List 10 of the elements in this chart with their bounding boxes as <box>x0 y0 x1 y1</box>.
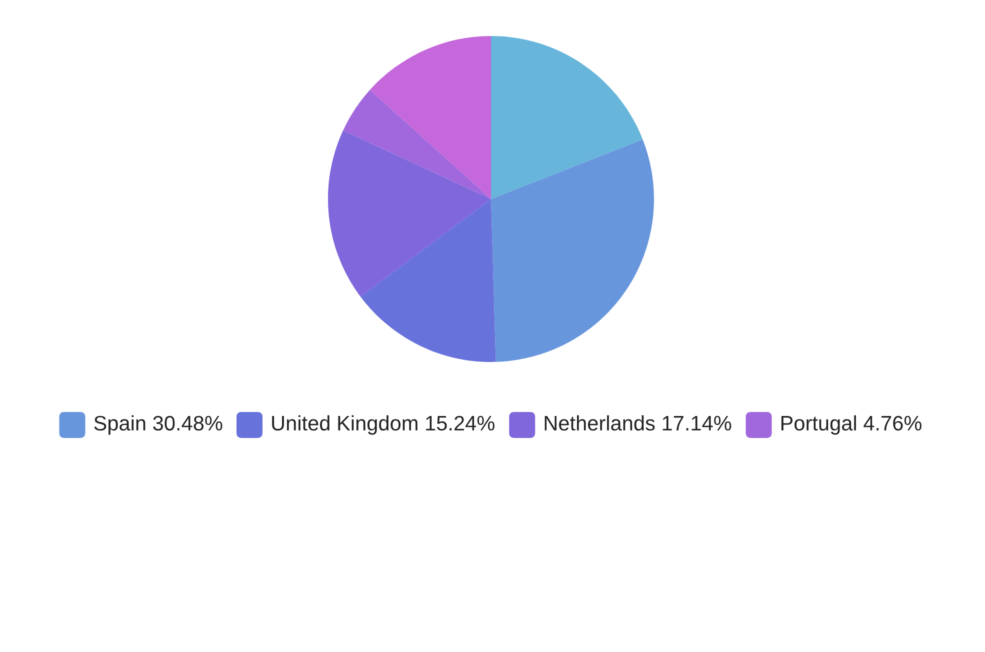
pie-slice <box>491 139 654 362</box>
legend-label: Portugal 4.76% <box>781 415 922 435</box>
pie-slice <box>343 90 491 199</box>
legend-label: Spain 30.48% <box>94 415 222 435</box>
pie-slice <box>360 199 496 362</box>
pie-slice <box>328 130 491 297</box>
legend-label: United Kingdom 15.24% <box>272 415 494 435</box>
legend-label: Netherlands 17.14% <box>544 415 732 431</box>
pie-slice <box>370 36 491 199</box>
pie-slice <box>491 36 643 199</box>
